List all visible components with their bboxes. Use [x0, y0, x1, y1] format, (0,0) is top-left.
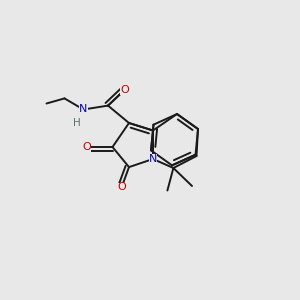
Text: O: O — [82, 142, 91, 152]
Text: O: O — [117, 182, 126, 193]
Text: O: O — [120, 85, 129, 95]
Text: N: N — [149, 154, 157, 164]
Text: N: N — [79, 104, 88, 115]
Text: H: H — [73, 118, 80, 128]
